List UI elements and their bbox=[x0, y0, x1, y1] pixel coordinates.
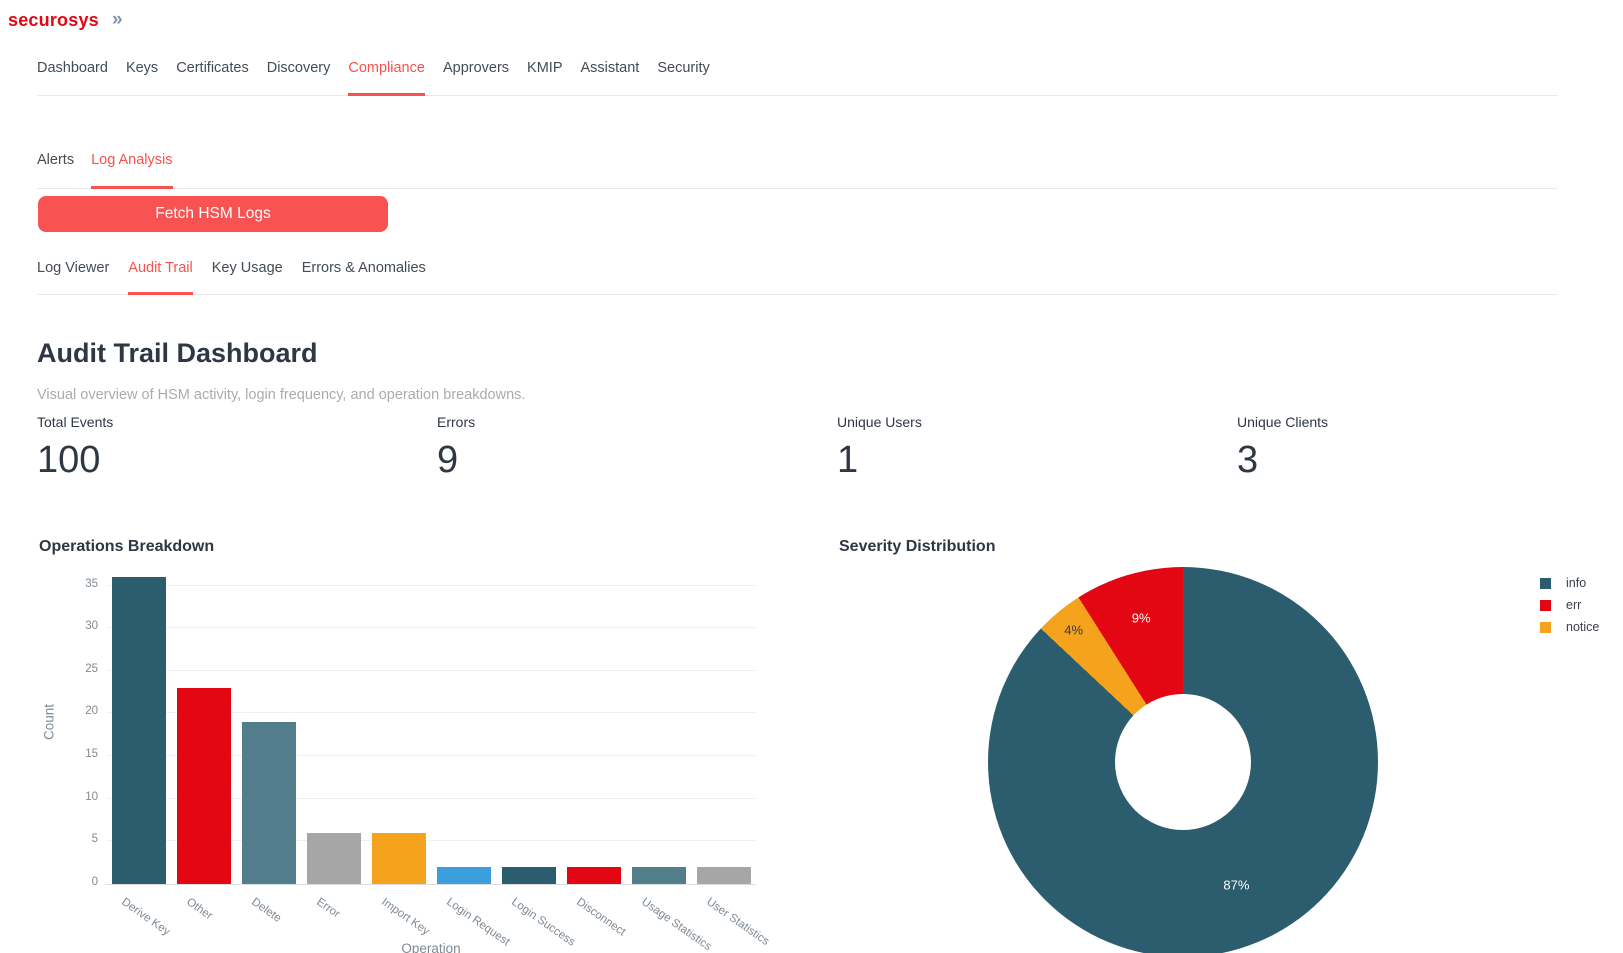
tab-audit-trail[interactable]: Audit Trail bbox=[128, 260, 194, 295]
chart-legend: info err notice bbox=[1540, 576, 1599, 634]
nav-item-compliance[interactable]: Compliance bbox=[348, 60, 425, 96]
x-tick-label: Import Key bbox=[378, 896, 432, 938]
legend-label: info bbox=[1566, 576, 1587, 590]
gridline bbox=[106, 712, 756, 714]
x-axis-title: Operation bbox=[401, 941, 461, 953]
stat-unique-clients: Unique Clients 3 bbox=[1237, 414, 1623, 482]
bar-login-success bbox=[501, 866, 556, 884]
compliance-sub-nav: Alerts Log Analysis bbox=[37, 152, 1557, 189]
bar-other bbox=[176, 687, 231, 884]
log-analysis-tabs: Log Viewer Audit Trail Key Usage Errors … bbox=[37, 260, 1557, 295]
y-tick-label: 35 bbox=[85, 577, 98, 590]
x-tick-label: Derive Key bbox=[118, 896, 172, 939]
nav-item-dashboard[interactable]: Dashboard bbox=[37, 60, 108, 76]
y-tick-label: 0 bbox=[91, 876, 98, 888]
severity-distribution-chart: Severity Distribution info err notice 87% 9… bbox=[834, 510, 1623, 953]
legend-item-err[interactable]: err bbox=[1540, 598, 1599, 612]
stat-value: 9 bbox=[437, 439, 459, 481]
tab-key-usage[interactable]: Key Usage bbox=[211, 260, 283, 276]
y-tick-label: 25 bbox=[85, 662, 98, 675]
y-tick-label: 20 bbox=[85, 705, 98, 718]
stat-errors: Errors 9 bbox=[437, 414, 837, 482]
stat-label: Unique Clients bbox=[1237, 414, 1329, 430]
gridline bbox=[106, 669, 756, 671]
bar-plot-area: Derive Key Other Delete Error Import Key Logi… bbox=[106, 560, 771, 953]
gridline bbox=[106, 840, 756, 842]
chart-title: Operations Breakdown bbox=[39, 538, 215, 555]
bar-user-statistics bbox=[696, 866, 751, 884]
legend-item-notice[interactable]: notice bbox=[1540, 620, 1599, 634]
chart-title: Severity Distribution bbox=[839, 538, 996, 555]
nav-item-discovery[interactable]: Discovery bbox=[266, 60, 331, 76]
stat-total-events: Total Events 100 bbox=[37, 414, 437, 482]
nav-item-assistant[interactable]: Assistant bbox=[580, 60, 640, 76]
brand-logo: securosys bbox=[8, 10, 99, 30]
sidebar-collapse-icon[interactable]: » bbox=[112, 9, 123, 30]
bar-import-key bbox=[371, 832, 426, 884]
gridline bbox=[106, 797, 756, 799]
x-tick-label: Other bbox=[183, 896, 215, 923]
stat-value: 3 bbox=[1237, 439, 1259, 481]
tab-errors-anomalies[interactable]: Errors & Anomalies bbox=[301, 260, 426, 276]
fetch-hsm-logs-button[interactable]: Fetch HSM Logs bbox=[38, 196, 388, 232]
tab-log-viewer[interactable]: Log Viewer bbox=[37, 260, 110, 276]
stat-value: 100 bbox=[37, 439, 101, 481]
nav-item-kmip[interactable]: KMIP bbox=[527, 60, 563, 76]
nav-item-certificates[interactable]: Certificates bbox=[176, 60, 249, 76]
x-tick-label: Error bbox=[313, 896, 342, 921]
legend-label: notice bbox=[1566, 620, 1600, 634]
x-tick-label: Delete bbox=[248, 896, 283, 925]
operations-breakdown-chart: Operations Breakdown Count Derive Key Oth… bbox=[34, 510, 804, 953]
legend-label: err bbox=[1566, 598, 1582, 612]
bar-derive-key bbox=[111, 577, 166, 884]
page-subtitle: Visual overview of HSM activity, login f… bbox=[37, 386, 526, 403]
y-tick-label: 15 bbox=[85, 748, 98, 761]
y-tick-label: 5 bbox=[91, 833, 98, 846]
page-title: Audit Trail Dashboard bbox=[37, 338, 318, 369]
legend-swatch bbox=[1540, 599, 1551, 611]
tab-log-analysis[interactable]: Log Analysis bbox=[91, 152, 173, 189]
gridline bbox=[106, 755, 756, 757]
bar-error bbox=[306, 832, 361, 884]
stat-unique-users: Unique Users 1 bbox=[837, 414, 1237, 482]
legend-item-info[interactable]: info bbox=[1540, 576, 1599, 590]
donut-hole bbox=[1114, 693, 1252, 831]
bar-disconnect bbox=[566, 866, 621, 884]
y-axis-title: Count bbox=[41, 703, 57, 741]
y-tick-label: 30 bbox=[85, 620, 98, 633]
bar-delete bbox=[241, 722, 296, 884]
y-tick-label: 10 bbox=[85, 790, 98, 803]
pie-percent-label: 4% bbox=[1064, 622, 1084, 638]
nav-item-security[interactable]: Security bbox=[657, 60, 710, 76]
x-tick-label: Disconnect bbox=[573, 896, 628, 939]
gridline bbox=[106, 584, 756, 586]
stat-value: 1 bbox=[837, 439, 859, 481]
stats-row: Total Events 100 Errors 9 Unique Users 1… bbox=[37, 414, 1623, 482]
bar-login-request bbox=[436, 866, 491, 884]
nav-item-approvers[interactable]: Approvers bbox=[442, 60, 510, 76]
stat-label: Unique Users bbox=[837, 414, 922, 430]
legend-swatch bbox=[1540, 577, 1551, 589]
bar-usage-statistics bbox=[631, 866, 686, 884]
pie-percent-label: 9% bbox=[1131, 610, 1151, 626]
pie-percent-label: 87% bbox=[1223, 877, 1250, 893]
stat-label: Errors bbox=[437, 414, 476, 430]
legend-swatch bbox=[1540, 621, 1551, 633]
main-nav: Dashboard Keys Certificates Discovery Co… bbox=[37, 60, 1557, 96]
tab-alerts[interactable]: Alerts bbox=[37, 152, 75, 168]
stat-label: Total Events bbox=[37, 414, 114, 430]
nav-item-keys[interactable]: Keys bbox=[125, 60, 159, 76]
gridline bbox=[106, 627, 756, 629]
donut-chart bbox=[988, 567, 1378, 953]
